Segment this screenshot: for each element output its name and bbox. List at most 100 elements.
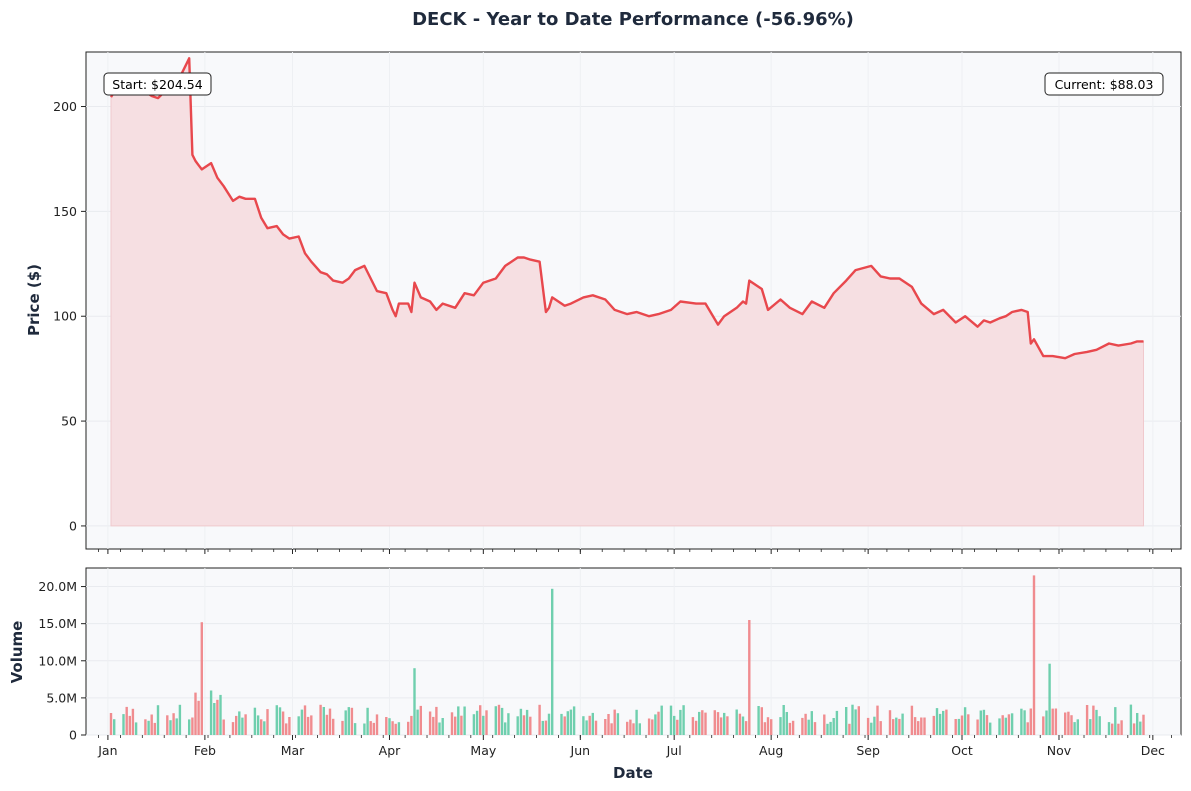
- volume-bar: [144, 719, 147, 735]
- volume-bar: [741, 716, 745, 735]
- volume-bar: [504, 722, 507, 735]
- price-y-tick-label: 150: [53, 204, 77, 219]
- start-annotation: Start: $204.54: [103, 72, 212, 96]
- x-tick-label: Sep: [856, 743, 880, 758]
- volume-bar: [547, 713, 551, 735]
- volume-bar: [719, 717, 723, 735]
- volume-bar: [322, 707, 325, 735]
- volume-y-ticks: 0 5.0M 10.0M 15.0M 20.0M: [38, 579, 86, 743]
- volume-bar: [1042, 716, 1045, 735]
- volume-bar: [344, 710, 347, 735]
- volume-bar: [647, 718, 651, 735]
- volume-bar: [122, 714, 125, 735]
- volume-bar: [388, 718, 391, 735]
- volume-bar: [1139, 721, 1142, 735]
- volume-bar: [332, 718, 335, 735]
- volume-bar: [1142, 714, 1145, 735]
- volume-bar: [998, 718, 1001, 735]
- volume-y-tick-label: 15.0M: [38, 616, 77, 631]
- volume-bar: [604, 719, 607, 735]
- volume-bar: [1067, 711, 1070, 735]
- volume-y-axis-label: Volume: [8, 621, 26, 684]
- volume-bar: [770, 719, 773, 735]
- volume-bar: [785, 712, 788, 735]
- volume-bar: [1020, 708, 1023, 735]
- volume-bar: [494, 706, 497, 735]
- volume-bar: [188, 719, 191, 735]
- volume-bar: [109, 713, 113, 735]
- volume-bar: [175, 718, 178, 735]
- volume-bar: [350, 707, 354, 735]
- volume-bar: [244, 714, 247, 735]
- volume-bar: [369, 721, 372, 735]
- volume-bar: [235, 715, 238, 735]
- volume-bar: [779, 717, 782, 735]
- volume-bar: [807, 719, 810, 735]
- volume-bar: [679, 709, 682, 735]
- price-panel: 0 50 100 150 200 Price ($) Start: $204.54 Cu…: [25, 51, 1182, 554]
- volume-bar: [563, 716, 566, 735]
- volume-bar: [275, 705, 278, 735]
- volume-bar: [910, 705, 914, 735]
- volume-bar: [407, 721, 410, 735]
- volume-bar: [763, 722, 767, 735]
- volume-bar: [310, 715, 313, 735]
- price-y-tick-label: 50: [61, 414, 77, 429]
- volume-bar: [920, 717, 923, 735]
- volume-bar: [472, 714, 476, 735]
- volume-bar: [300, 709, 304, 735]
- volume-bar: [704, 712, 707, 735]
- volume-bar: [813, 722, 817, 735]
- volume-bar: [1117, 723, 1120, 735]
- volume-bar: [551, 588, 554, 735]
- volume-bar: [1114, 707, 1117, 735]
- volume-bar: [385, 717, 388, 735]
- volume-bar: [457, 706, 460, 735]
- volume-bar: [935, 708, 939, 735]
- volume-bar: [172, 713, 175, 735]
- volume-bar: [898, 718, 901, 735]
- volume-bar: [1089, 719, 1092, 735]
- volume-bar: [945, 709, 948, 735]
- volume-bar: [1045, 710, 1048, 735]
- volume-bar: [288, 717, 291, 735]
- volume-bar: [497, 704, 501, 735]
- volume-bar: [253, 707, 257, 735]
- volume-bar: [1107, 722, 1111, 735]
- volume-bar: [585, 720, 588, 735]
- volume-bar: [1023, 710, 1026, 735]
- volume-bar: [435, 706, 438, 735]
- volume-bar: [569, 709, 573, 735]
- volume-bar: [654, 714, 657, 735]
- volume-bar: [191, 717, 194, 735]
- volume-bar: [363, 723, 366, 735]
- volume-bar: [870, 722, 873, 735]
- volume-bar: [560, 713, 563, 735]
- volume-bar: [197, 700, 200, 735]
- volume-bar: [829, 721, 832, 735]
- volume-bar: [566, 711, 569, 735]
- price-y-tick-label: 200: [53, 99, 77, 114]
- x-tick-label: May: [470, 743, 496, 758]
- volume-bar: [876, 705, 879, 735]
- volume-bar: [723, 712, 726, 735]
- volume-bar: [963, 707, 967, 735]
- volume-bar: [851, 704, 854, 735]
- volume-bar: [113, 719, 116, 735]
- volume-bar: [748, 620, 751, 735]
- volume-bar: [479, 705, 482, 735]
- volume-bar: [131, 708, 135, 735]
- volume-bar: [788, 722, 792, 735]
- volume-bar: [791, 720, 795, 735]
- volume-bar: [917, 721, 920, 735]
- volume-bar: [1054, 708, 1058, 735]
- volume-bar: [238, 711, 241, 735]
- volume-bar: [1010, 713, 1014, 735]
- volume-bar: [1073, 722, 1076, 735]
- volume-bar: [698, 711, 701, 735]
- volume-bar: [713, 710, 716, 735]
- volume-bar: [760, 707, 763, 735]
- volume-bar: [529, 716, 532, 735]
- volume-bar: [1004, 717, 1007, 735]
